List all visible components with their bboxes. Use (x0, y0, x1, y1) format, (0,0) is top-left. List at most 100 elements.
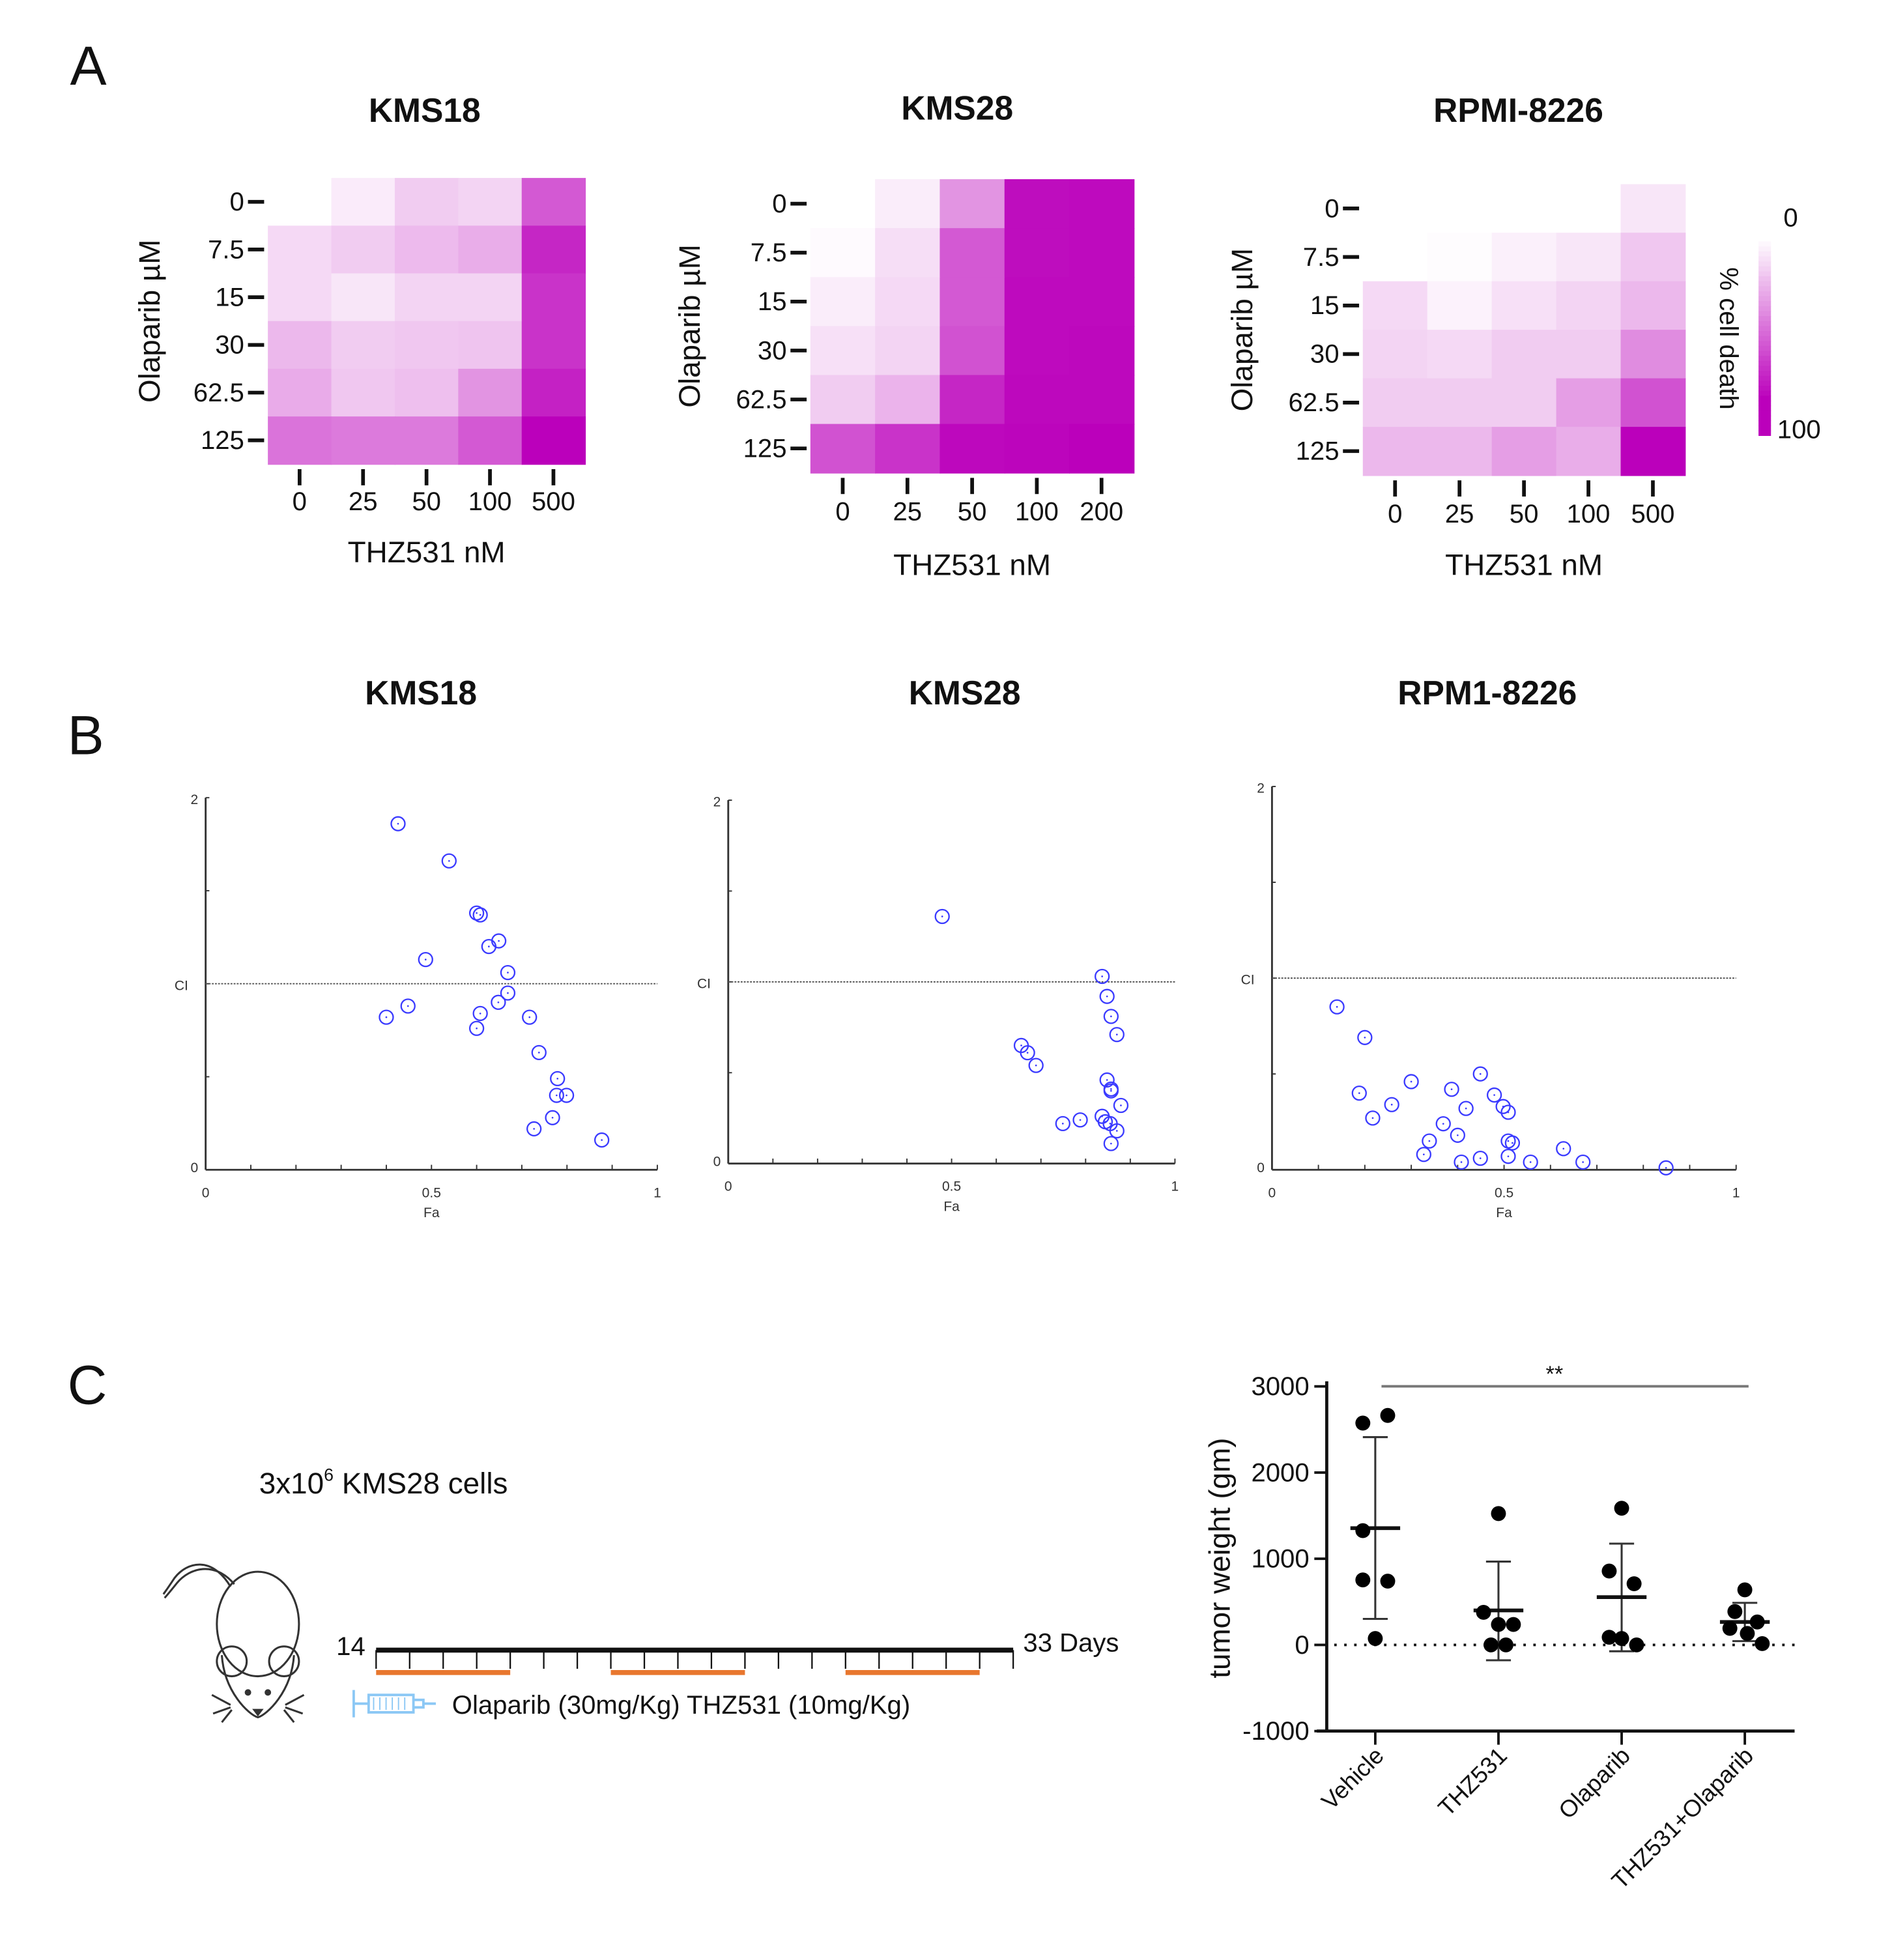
x-tick-label: 50 (412, 487, 441, 516)
heatmap-cell (1556, 281, 1622, 331)
heatmap-cell (810, 375, 876, 425)
y-tick-label: 7.5 (208, 235, 244, 264)
x-tick-label: Vehicle (1316, 1742, 1389, 1815)
y-tick-label: 0 (190, 1160, 198, 1175)
data-point (522, 1009, 538, 1025)
y-axis-label: Olaparib µM (133, 239, 166, 403)
heatmap-cell (1491, 330, 1557, 379)
data-point-center (1104, 1121, 1106, 1123)
heatmap-cell (810, 228, 876, 278)
group-thz531-olaparib: THZ531+Olaparib (1607, 1582, 1770, 1894)
x-tick-label: 100 (1567, 500, 1611, 528)
data-point-center (1106, 1079, 1108, 1081)
colorbar-max-label: 100 (1777, 415, 1821, 444)
colorbar-step (1758, 321, 1771, 326)
colorbar-step (1758, 356, 1771, 362)
data-point (1357, 1030, 1373, 1045)
data-point-center (448, 859, 450, 862)
colorbar-step (1758, 351, 1771, 356)
data-point (1109, 1123, 1125, 1139)
heatmap-cell (1491, 378, 1557, 428)
x-tick-label: 500 (1631, 500, 1675, 528)
heatmap-cell (875, 228, 941, 278)
panel-label-a: A (70, 35, 106, 96)
y-tick-label: 30 (758, 336, 787, 365)
data-point-center (1079, 1119, 1082, 1121)
data-point-center (1106, 995, 1108, 998)
data-point-center (1442, 1123, 1444, 1125)
treatment-period-bar (845, 1670, 980, 1675)
data-point-center (1456, 1134, 1459, 1136)
data-point (1504, 1135, 1521, 1151)
heatmap-cell (810, 277, 876, 327)
data-point (1722, 1621, 1738, 1636)
treatment-label: Olaparib (30mg/Kg) THZ531 (10mg/Kg) (452, 1691, 910, 1720)
x-axis-label: Fa (423, 1205, 440, 1220)
data-point-center (1115, 1033, 1118, 1036)
y-tick-label: 30 (1310, 340, 1340, 369)
colorbar-step (1758, 311, 1771, 317)
heatmap-cell (1620, 281, 1686, 331)
heatmap-cell (810, 326, 876, 376)
heatmap-cell (810, 179, 876, 229)
y-tick-label: 2 (190, 792, 198, 807)
colorbar-step (1758, 345, 1771, 352)
data-point (1601, 1630, 1617, 1645)
data-point (500, 964, 516, 981)
ci-plot-kms18: KMS18 0 2 0 0.5 1 Fa CI (175, 674, 661, 1220)
ci-plot-rpm1-8226: RPM1-8226 0 2 0 0.5 1 Fa CI (1241, 674, 1740, 1220)
colorbar-min-label: 0 (1783, 204, 1798, 233)
data-point (1484, 1637, 1498, 1652)
data-point (390, 816, 406, 831)
y-tick-label: 62.5 (1288, 388, 1339, 417)
colorbar-step (1758, 326, 1771, 332)
heatmap-title: RPMI-8226 (1433, 91, 1603, 129)
heatmap-cell (875, 375, 941, 425)
y-tick-label: 0 (1295, 1631, 1309, 1660)
colorbar-step (1758, 360, 1771, 367)
data-point-center (1450, 1088, 1453, 1091)
y-tick-label: 0 (230, 188, 244, 216)
timeline-start-label: 14 (336, 1632, 366, 1661)
group-thz531: THZ531 (1433, 1506, 1524, 1821)
heatmap-cell (875, 326, 941, 376)
data-point (1109, 1027, 1125, 1043)
colorbar-step (1758, 381, 1771, 386)
data-point (472, 1005, 488, 1022)
heatmap-cell (521, 368, 586, 418)
x-tick-label: 0.5 (1495, 1185, 1513, 1200)
data-point (418, 951, 433, 968)
colorbar-step (1758, 296, 1771, 302)
heatmap-cell (1427, 281, 1493, 331)
colorbar-step (1758, 266, 1771, 272)
data-point-center (1428, 1140, 1431, 1142)
data-point-center (1109, 1123, 1111, 1125)
data-point (1629, 1637, 1644, 1652)
data-point-center (1562, 1147, 1565, 1150)
colorbar-step (1758, 331, 1771, 337)
heatmap-cell (331, 178, 395, 227)
heatmap-cell (394, 416, 459, 465)
data-point-center (1665, 1166, 1667, 1169)
data-point-center (507, 992, 509, 994)
panel-label-b: B (68, 704, 104, 766)
data-point (1355, 1523, 1371, 1538)
x-tick-label: 0 (293, 487, 307, 516)
heatmap-cell (1491, 427, 1557, 476)
colorbar-step (1758, 400, 1771, 407)
data-point-center (1507, 1111, 1510, 1114)
data-point (1614, 1631, 1629, 1647)
heatmap-cell (1556, 184, 1622, 234)
y-tick-label: 15 (1310, 291, 1340, 320)
tumor-y-axis-label: tumor weight (gm) (1203, 1437, 1236, 1678)
colorbar-step (1758, 396, 1771, 401)
colorbar-step (1758, 336, 1771, 341)
data-point-center (1479, 1157, 1482, 1159)
heatmap-cell (1491, 281, 1557, 331)
heatmap-cell (1491, 184, 1557, 234)
heatmap-title: KMS28 (901, 89, 1013, 126)
data-point (1355, 1572, 1371, 1588)
data-point (1472, 1150, 1488, 1166)
heatmap-cell (394, 178, 459, 227)
